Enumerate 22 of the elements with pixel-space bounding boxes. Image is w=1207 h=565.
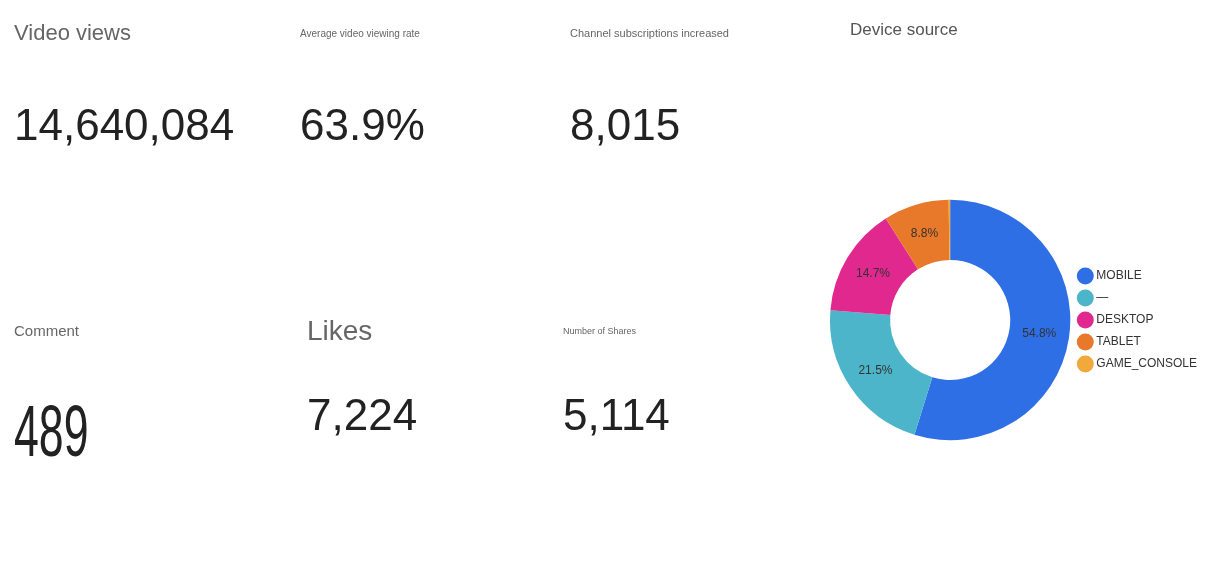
chart-title: Device source [850,20,959,40]
legend-label: GAME_CONSOLE [1096,356,1198,371]
legend-label: — [1096,290,1109,305]
text: 7,224 [307,390,418,440]
data-label: 8.8% [910,225,939,240]
data-label: 21.5% [858,362,893,377]
text: Channel subscriptions increased [570,27,729,39]
text: 5,114 [563,390,670,440]
data-label: 14.7% [856,265,891,280]
text: 63.9% [300,100,425,150]
text: 489 [14,390,89,472]
text: Likes [307,315,373,347]
legend-label: DESKTOP [1096,312,1154,327]
text: Video views [14,20,131,46]
legend-label: TABLET [1096,334,1142,349]
data-label: 54.8% [1022,325,1057,340]
text: 14,640,084 [14,100,235,150]
text: Average video viewing rate [300,28,420,39]
text: Number of Shares [563,326,637,336]
text: Comment [14,322,80,339]
legend-label: MOBILE [1096,268,1142,283]
text: 8,015 [570,100,681,150]
